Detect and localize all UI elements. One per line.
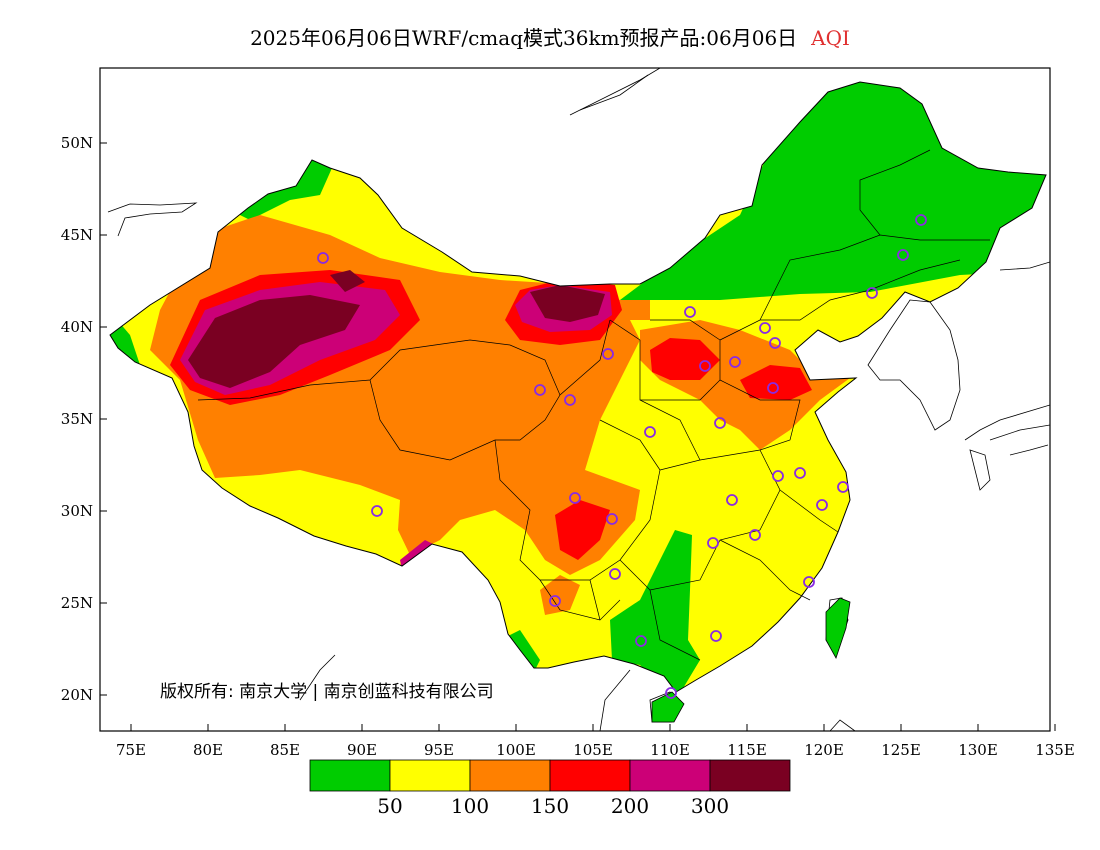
station-marker-icon (769, 337, 781, 349)
y-tick-label: 40N (61, 318, 93, 336)
station-marker-icon (684, 306, 696, 318)
station-marker-icon (699, 360, 711, 372)
y-tick-label: 30N (61, 502, 93, 520)
colorbar-swatch (389, 759, 471, 792)
x-tick-label: 80E (193, 741, 223, 759)
station-marker-icon (710, 630, 722, 642)
station-marker-icon (549, 595, 561, 607)
colorbar-swatch (469, 759, 551, 792)
hainan-island (651, 691, 685, 723)
y-axis: 50N 45N 40N 35N 30N 25N 20N (61, 134, 107, 704)
colorbar-label: 50 (377, 794, 402, 818)
neighbor-outlines (107, 68, 1050, 731)
x-tick-label: 110E (650, 741, 690, 759)
x-tick-label: 90E (347, 741, 377, 759)
y-tick-label: 35N (61, 410, 93, 428)
copyright-text: 版权所有: 南京大学 | 南京创蓝科技有限公司 (160, 682, 494, 702)
station-marker-icon (317, 252, 329, 264)
y-tick-label: 45N (61, 226, 93, 244)
map-title: 2025年06月06日WRF/cmaq模式36km预报产品:06月06日 AQI (0, 22, 1100, 51)
y-tick-label: 50N (61, 134, 93, 152)
level-darkred-turpan (330, 270, 365, 292)
level-red-shandong (740, 365, 812, 400)
x-tick-label: 115E (727, 741, 767, 759)
china-border (109, 81, 1047, 693)
x-tick-label: 125E (881, 741, 921, 759)
station-marker-icon (726, 494, 738, 506)
colorbar-label: 300 (691, 794, 729, 818)
x-tick-label: 95E (424, 741, 454, 759)
station-marker-icon (767, 382, 779, 394)
y-tick-label: 25N (61, 594, 93, 612)
station-marker-icon (749, 529, 761, 541)
station-marker-icon (635, 635, 647, 647)
colorbar-swatch (709, 759, 791, 792)
province-boundaries (197, 149, 990, 661)
aqi-colorbar: 50 100 150 200 300 (309, 759, 791, 818)
station-marker-icon (665, 687, 677, 699)
x-axis: 75E 80E 85E 90E 95E 100E 105E 110E 115E 120E 125E 1… (116, 724, 1075, 759)
x-tick-label: 105E (573, 741, 613, 759)
colorbar-swatch (309, 759, 391, 792)
x-tick-label: 120E (804, 741, 844, 759)
level-darkred-taklamakan (188, 295, 360, 388)
station-marker-icon (564, 394, 576, 406)
station-marker-icon (606, 513, 618, 525)
station-marker-icon (794, 467, 806, 479)
station-marker-icon (602, 348, 614, 360)
level-darkred-badain-jaran (530, 285, 605, 322)
station-marker-icon (816, 499, 828, 511)
station-marker-icon (609, 568, 621, 580)
station-marker-icon (707, 537, 719, 549)
y-tick-label: 20N (61, 686, 93, 704)
taiwan-island (825, 597, 851, 659)
colorbar-swatch (549, 759, 631, 792)
station-marker-icon (569, 492, 581, 504)
colorbar-label: 100 (451, 794, 489, 818)
station-marker-icon (714, 417, 726, 429)
level-orange-guangxi (540, 575, 580, 615)
colorbar-swatch (629, 759, 711, 792)
level-red-sichuan (555, 500, 610, 560)
station-marker-icon (803, 576, 815, 588)
colorbar-label: 150 (531, 794, 569, 818)
station-marker-icon (534, 384, 546, 396)
title-text: 2025年06月06日WRF/cmaq模式36km预报产品:06月06日 (250, 26, 798, 50)
station-markers (317, 214, 927, 699)
level-red-shanxi (650, 338, 720, 380)
x-tick-label: 130E (958, 741, 998, 759)
x-tick-label: 100E (496, 741, 536, 759)
colorbar-label: 200 (611, 794, 649, 818)
station-marker-icon (866, 287, 878, 299)
station-marker-icon (759, 322, 771, 334)
x-tick-label: 135E (1035, 741, 1075, 759)
x-tick-label: 85E (270, 741, 300, 759)
station-marker-icon (371, 505, 383, 517)
station-marker-icon (915, 214, 927, 226)
station-marker-icon (644, 426, 656, 438)
station-marker-icon (897, 249, 909, 261)
station-marker-icon (772, 470, 784, 482)
station-marker-icon (837, 481, 849, 493)
x-tick-label: 75E (116, 741, 146, 759)
station-marker-icon (729, 356, 741, 368)
title-highlight-aqi: AQI (811, 26, 850, 50)
